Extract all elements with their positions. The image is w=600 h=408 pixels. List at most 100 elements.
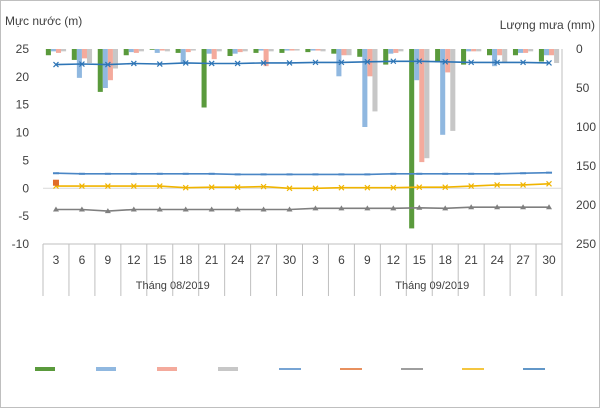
rain-bar <box>294 49 300 51</box>
level-point <box>416 184 423 191</box>
rain-bar <box>133 49 139 53</box>
month-label: Tháng 08/2019 <box>136 280 210 292</box>
level-point <box>234 206 241 212</box>
level-point <box>234 60 241 67</box>
level-point <box>260 173 267 176</box>
rain-bar <box>216 49 222 52</box>
level-point <box>442 172 449 175</box>
level-point <box>79 61 85 67</box>
x-tick-label: 18 <box>439 253 453 267</box>
level-point <box>416 172 423 175</box>
rain-bar <box>331 49 337 54</box>
level-line <box>55 60 550 66</box>
level-line <box>56 206 549 212</box>
level-point <box>104 172 111 175</box>
rain-bar <box>435 49 441 63</box>
level-point <box>104 208 111 214</box>
rain-bar <box>393 49 399 53</box>
left-tick-label: 20 <box>16 70 30 84</box>
legend-swatch <box>96 367 116 371</box>
level-point <box>312 173 319 176</box>
rain-bar <box>102 49 108 88</box>
x-tick-label: 18 <box>179 253 193 267</box>
x-tick-label: 9 <box>105 253 112 267</box>
level-point <box>234 184 241 191</box>
level-point <box>546 60 552 66</box>
level-point <box>156 183 163 189</box>
rain-bar <box>71 49 77 60</box>
level-point <box>520 182 526 188</box>
rain-bar <box>284 49 290 51</box>
x-tick-label: 24 <box>231 253 245 267</box>
level-point <box>78 206 85 212</box>
rain-bar <box>232 49 238 54</box>
rain-bar <box>497 49 503 56</box>
legend-swatch <box>218 367 238 371</box>
legend-swatch <box>157 367 177 371</box>
level-point <box>442 58 449 65</box>
rain-bar <box>414 49 420 81</box>
rain-bar <box>123 49 129 56</box>
level-point <box>208 184 215 191</box>
level-point <box>468 172 475 175</box>
x-tick-label: 12 <box>127 253 141 267</box>
level-point <box>546 204 553 210</box>
level-point <box>78 172 85 175</box>
level-point <box>416 58 423 65</box>
level-point <box>468 204 475 210</box>
level-point <box>130 183 137 189</box>
level-point <box>182 172 189 175</box>
x-tick-label: 24 <box>490 253 504 267</box>
level-point <box>364 173 371 176</box>
rain-bar <box>372 49 378 112</box>
rain-bar <box>61 49 67 52</box>
right-tick-label: 100 <box>576 120 596 134</box>
legend-swatch <box>35 367 55 371</box>
right-axis-title: Lượng mưa (mm) <box>500 18 595 32</box>
extra-point <box>52 179 59 186</box>
level-point <box>312 205 319 211</box>
rain-bar <box>543 49 550 56</box>
level-point <box>468 183 475 189</box>
level-point <box>390 172 397 175</box>
x-tick-label: 30 <box>283 253 297 267</box>
rain-bar <box>383 49 389 65</box>
rain-bar <box>258 49 264 51</box>
level-point <box>104 183 111 189</box>
x-tick-label: 15 <box>413 253 427 267</box>
x-tick-label: 9 <box>364 253 371 267</box>
rain-bar <box>528 49 534 52</box>
right-tick-label: 200 <box>576 198 596 212</box>
level-lines <box>52 58 553 214</box>
level-point <box>260 183 267 190</box>
rain-bar <box>466 49 472 52</box>
rain-bar <box>461 49 467 65</box>
level-point <box>390 205 397 211</box>
level-point <box>468 59 475 66</box>
level-point <box>182 184 189 191</box>
left-tick-label: 0 <box>22 181 29 195</box>
left-axis-title: Mực nước (m) <box>5 14 82 28</box>
level-point <box>338 205 345 211</box>
level-point <box>364 184 371 191</box>
rain-bar <box>549 49 555 56</box>
rain-bar <box>149 49 155 50</box>
rain-bar <box>175 49 181 53</box>
rain-bar <box>362 49 368 127</box>
rain-bar <box>440 49 446 135</box>
rain-bar <box>487 49 493 56</box>
right-tick-label: 0 <box>576 42 583 56</box>
left-tick-label: 15 <box>16 98 30 112</box>
level-point <box>156 172 163 175</box>
rain-bar <box>279 49 285 53</box>
rain-bar <box>310 49 316 51</box>
rain-bar <box>315 49 321 51</box>
rain-bar <box>409 49 415 229</box>
rain-bar <box>367 49 373 77</box>
level-point <box>52 172 59 175</box>
level-line <box>56 183 550 190</box>
level-point <box>130 60 137 67</box>
level-point <box>79 183 85 189</box>
x-tick-label: 6 <box>338 253 345 267</box>
x-tick-label: 15 <box>153 253 167 267</box>
